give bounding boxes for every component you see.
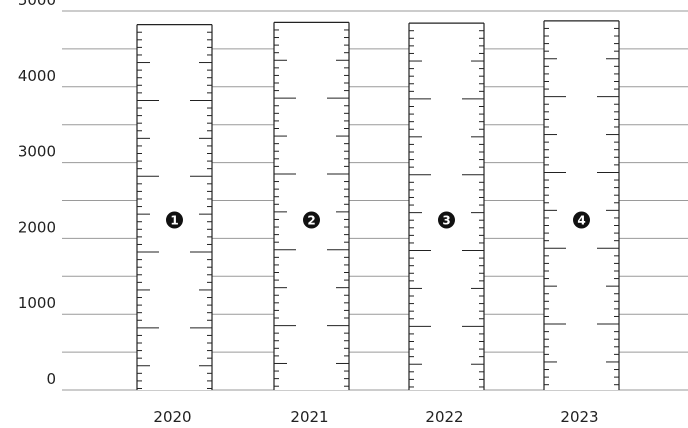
y-tick-label: 2000 [18, 218, 56, 236]
y-tick-label: 0 [46, 370, 56, 388]
x-tick-label: 2023 [560, 408, 598, 426]
y-tick-label: 3000 [18, 143, 56, 161]
x-tick-label: 2021 [290, 408, 328, 426]
bar-badge-circle [166, 211, 183, 229]
y-tick-label: 4000 [18, 67, 56, 85]
y-axis-tick-labels: 0 1000 2000 3000 4000 5000 [18, 0, 56, 388]
y-tick-label: 1000 [18, 294, 56, 312]
bar-fill [137, 24, 212, 390]
y-tick-label: 5000 [18, 0, 56, 9]
x-axis-tick-labels: 2020 2021 2022 2023 [153, 408, 598, 426]
bar-badge-circle [438, 211, 455, 229]
x-tick-label: 2022 [425, 408, 463, 426]
bar-badge-circle [573, 211, 590, 229]
bars: 1 2 3 4 [136, 20, 620, 391]
bar-fill [274, 22, 349, 391]
bar-fill [409, 23, 484, 391]
bar-badge-label: 2 [307, 214, 315, 228]
x-tick-label: 2020 [153, 408, 191, 426]
bar-fill [544, 20, 619, 390]
bar-badge-circle [303, 211, 320, 229]
bar-2021: 2 [273, 21, 350, 391]
bar-2022: 3 [408, 22, 485, 391]
bar-2023: 4 [543, 20, 620, 390]
bar-badge-label: 4 [577, 214, 585, 228]
bar-badge-label: 3 [442, 214, 450, 228]
bar-badge-label: 1 [170, 214, 178, 228]
bar-2020: 1 [136, 24, 213, 390]
